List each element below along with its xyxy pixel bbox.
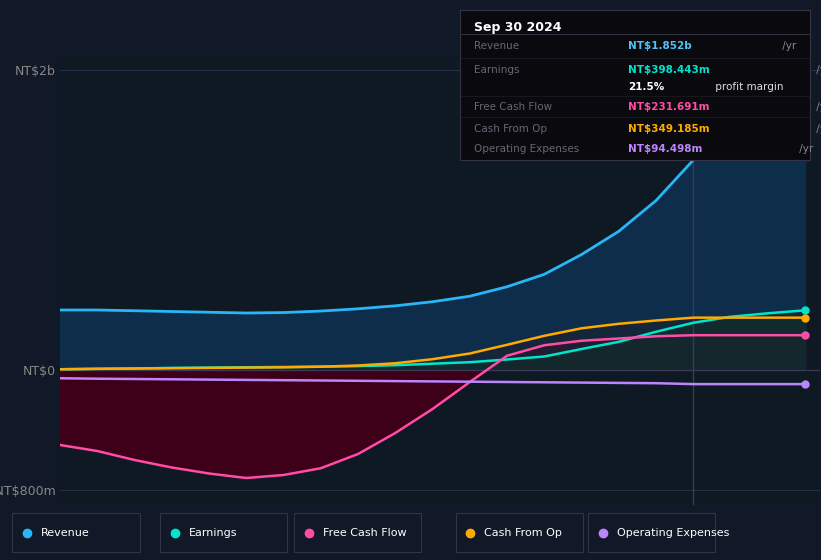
Text: NT$349.185m: NT$349.185m [628,124,709,133]
Text: Revenue: Revenue [41,528,89,538]
Text: /yr: /yr [813,102,821,113]
Text: /yr: /yr [796,144,814,155]
Text: Sep 30 2024: Sep 30 2024 [474,21,562,34]
Text: NT$398.443m: NT$398.443m [628,65,709,75]
Text: Earnings: Earnings [474,65,520,75]
Text: NT$231.691m: NT$231.691m [628,102,709,113]
Text: Cash From Op: Cash From Op [484,528,562,538]
Text: Cash From Op: Cash From Op [474,124,547,133]
Text: Operating Expenses: Operating Expenses [474,144,580,155]
Text: NT$94.498m: NT$94.498m [628,144,703,155]
FancyBboxPatch shape [456,514,583,552]
Text: 21.5%: 21.5% [628,82,664,91]
FancyBboxPatch shape [588,514,715,552]
FancyBboxPatch shape [294,514,421,552]
Text: NT$1.852b: NT$1.852b [628,41,692,51]
FancyBboxPatch shape [160,514,287,552]
Text: Revenue: Revenue [474,41,519,51]
Text: /yr: /yr [779,41,796,51]
Text: Operating Expenses: Operating Expenses [617,528,729,538]
Text: Free Cash Flow: Free Cash Flow [323,528,406,538]
Text: Free Cash Flow: Free Cash Flow [474,102,553,113]
Text: /yr: /yr [813,65,821,75]
Text: profit margin: profit margin [712,82,783,91]
FancyBboxPatch shape [12,514,140,552]
Text: Earnings: Earnings [189,528,237,538]
Text: /yr: /yr [813,124,821,133]
